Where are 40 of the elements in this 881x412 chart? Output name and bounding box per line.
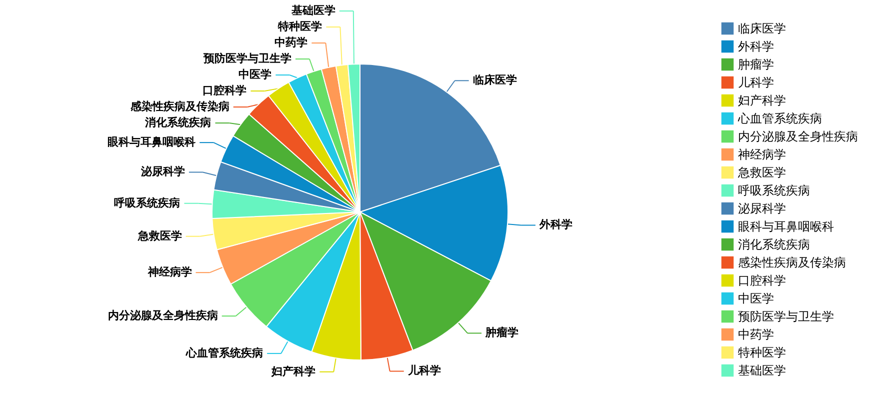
category-label: 中药学 — [274, 36, 308, 49]
slice-label: 口腔科学 — [202, 84, 247, 97]
category-label: 外科学 — [738, 40, 774, 54]
category-label: 基础医学 — [291, 4, 336, 17]
legend-label: 心血管系统疾病 — [737, 112, 822, 126]
category-label: 儿科学 — [738, 76, 774, 90]
slice-label: 感染性疾病及传染病 — [129, 100, 230, 113]
slice-label: 消化系统疾病 — [144, 116, 212, 129]
legend-label: 预防医学与卫生学 — [738, 310, 834, 324]
slice-label: 内分泌腺及全身性疾病 — [108, 309, 218, 322]
legend-label: 内分泌腺及全身性疾病 — [738, 130, 858, 144]
legend-label: 消化系统疾病 — [738, 238, 810, 252]
legend-label: 外科学 — [538, 218, 572, 232]
legend-label: 呼吸系统疾病 — [738, 184, 810, 198]
category-label: 特种医学 — [278, 20, 322, 33]
slice-label: 中医学 — [238, 68, 272, 81]
legend-label: 神经病学 — [738, 148, 786, 162]
legend-label: 妇产科学 — [738, 94, 786, 108]
slice-label: 心血管系统疾病 — [185, 346, 264, 360]
legend-label: 中药学 — [738, 328, 774, 342]
slice-label: 泌尿科学 — [140, 165, 185, 178]
legend-label: 肿瘤学 — [484, 326, 519, 340]
legend-label: 口腔科学 — [738, 274, 786, 288]
legend-label: 感染性疾病及传染病 — [738, 256, 846, 270]
slice-label: 眼科与耳鼻咽喉科 — [108, 136, 196, 149]
legend-label: 泌尿科学 — [738, 202, 786, 216]
legend-label: 基础医学 — [738, 364, 786, 378]
category-label: 临床医学 — [738, 22, 786, 36]
legend-label: 眼科与耳鼻咽喉科 — [738, 220, 834, 234]
legend-label: 儿科学 — [406, 364, 441, 378]
legend-label: 急救医学 — [737, 166, 786, 180]
slice-label: 呼吸系统疾病 — [114, 196, 180, 210]
slice-label: 预防医学与卫生学 — [202, 52, 292, 65]
slice-label: 急救医学 — [136, 229, 182, 242]
legend-label: 临床医学 — [472, 74, 517, 87]
slice-label: 妇产科学 — [270, 364, 316, 378]
legend-label: 特种医学 — [738, 346, 786, 360]
category-label: 肿瘤学 — [738, 58, 774, 72]
legend-label: 中医学 — [738, 292, 774, 306]
slice-label: 神经病学 — [146, 266, 192, 279]
